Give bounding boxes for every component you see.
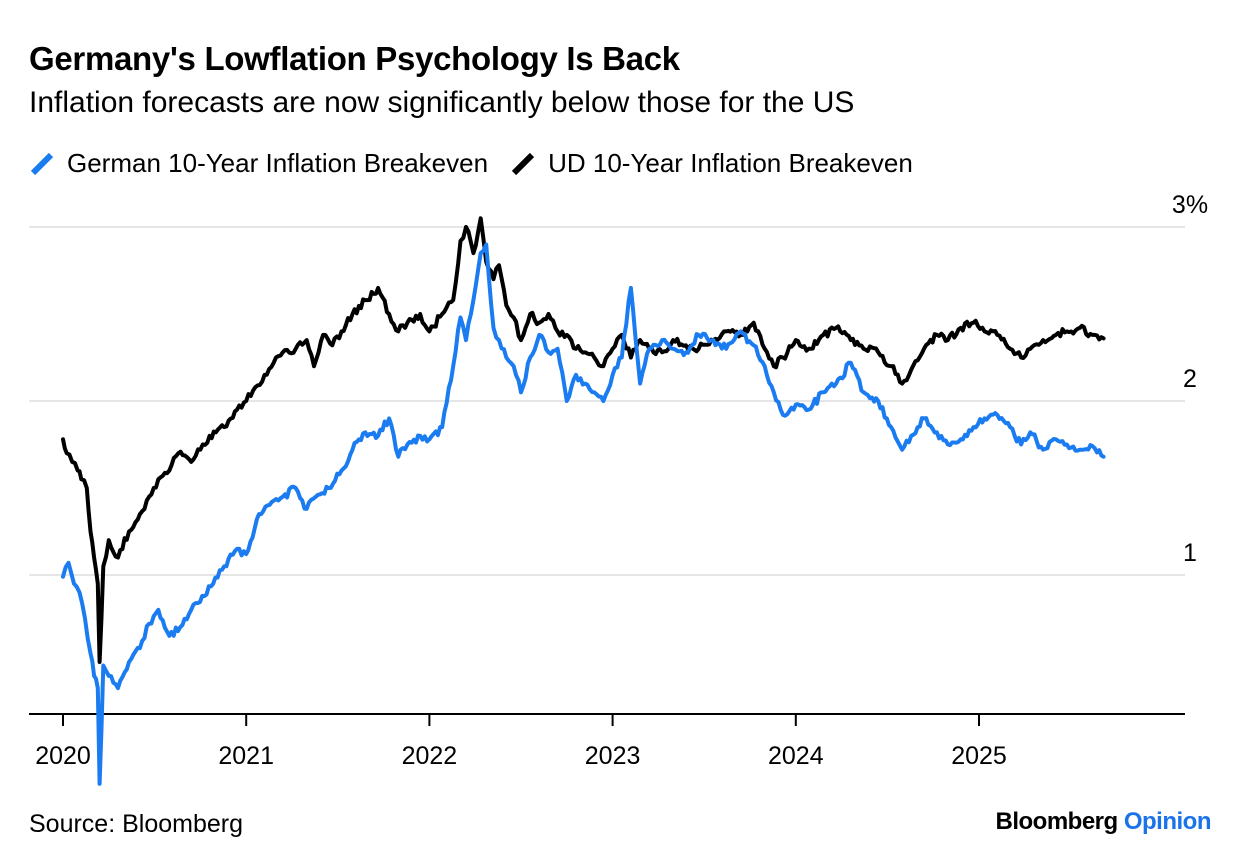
brand-logo: Bloomberg Opinion: [996, 808, 1212, 836]
x-tick-label: 2020: [35, 742, 91, 770]
legend-label-us: UD 10-Year Inflation Breakeven: [548, 148, 913, 178]
x-tick-label: 2025: [951, 742, 1007, 770]
chart-legend: German 10-Year Inflation Breakeven UD 10…: [29, 148, 935, 179]
brand-accent: Opinion: [1123, 808, 1212, 835]
x-tick-label: 2024: [768, 742, 824, 770]
y-tick-label: 1: [1183, 539, 1197, 567]
brand-main: Bloomberg: [995, 808, 1119, 835]
chart-subtitle: Inflation forecasts are now significantl…: [29, 86, 855, 119]
source-note: Source: Bloomberg: [29, 810, 244, 838]
legend-item-german: German 10-Year Inflation Breakeven: [29, 148, 488, 179]
y-tick-label: 2: [1183, 365, 1197, 393]
legend-swatch-us-icon: [510, 151, 536, 177]
series-line-us: [61, 216, 1106, 664]
x-tick-label: 2023: [585, 742, 641, 770]
y-tick-label: 3%: [1172, 191, 1208, 219]
x-tick-label: 2022: [402, 742, 458, 770]
legend-label-german: German 10-Year Inflation Breakeven: [67, 148, 489, 178]
legend-swatch-german-icon: [29, 151, 55, 177]
legend-item-us: UD 10-Year Inflation Breakeven: [510, 148, 913, 179]
x-tick-label: 2021: [218, 742, 274, 770]
chart-title: Germany's Lowflation Psychology Is Back: [29, 40, 680, 77]
series-line-german: [61, 242, 1106, 786]
